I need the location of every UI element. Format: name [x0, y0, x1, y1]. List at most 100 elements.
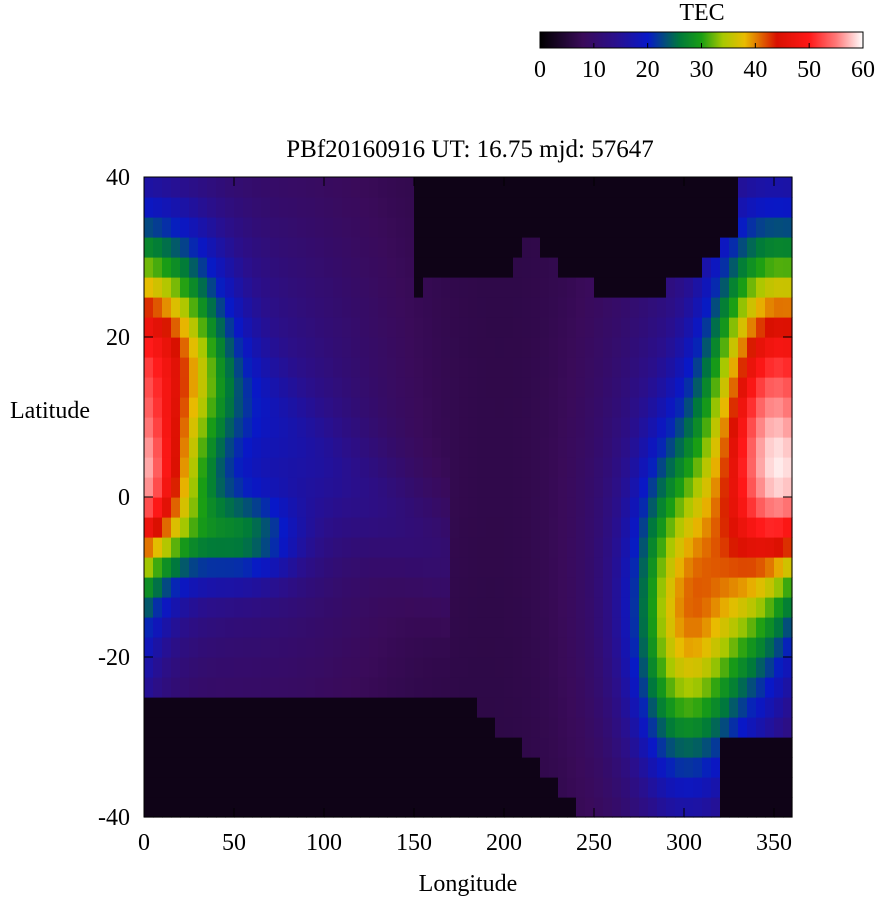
heatmap-cell: [162, 317, 172, 338]
heatmap-cell: [153, 277, 163, 298]
heatmap-cell: [270, 397, 280, 418]
heatmap-cell: [351, 717, 361, 738]
heatmap-cell: [486, 297, 496, 318]
heatmap-cell: [567, 717, 577, 738]
heatmap-cell: [261, 577, 271, 598]
heatmap-cell: [153, 237, 163, 258]
heatmap-cell: [486, 377, 496, 398]
heatmap-cell: [513, 457, 523, 478]
heatmap-cell: [234, 517, 244, 538]
heatmap-cell: [612, 697, 622, 718]
heatmap-cell: [360, 757, 370, 778]
heatmap-cell: [171, 617, 181, 638]
heatmap-cell: [666, 757, 676, 778]
heatmap-cell: [540, 277, 550, 298]
heatmap-cell: [648, 237, 658, 258]
heatmap-cell: [342, 437, 352, 458]
heatmap-cell: [648, 697, 658, 718]
heatmap-cell: [702, 497, 712, 518]
heatmap-cell: [549, 677, 559, 698]
heatmap-cell: [270, 797, 280, 818]
heatmap-cell: [783, 197, 793, 218]
heatmap-cell: [351, 257, 361, 278]
heatmap-cell: [198, 537, 208, 558]
heatmap-cell: [396, 497, 406, 518]
heatmap-cell: [459, 557, 469, 578]
heatmap-cell: [171, 357, 181, 378]
heatmap-cell: [756, 257, 766, 278]
heatmap-cell: [468, 797, 478, 818]
heatmap-cell: [765, 617, 775, 638]
heatmap-cell: [603, 617, 613, 638]
heatmap-cell: [486, 517, 496, 538]
heatmap-cell: [612, 717, 622, 738]
heatmap-cell: [180, 337, 190, 358]
heatmap-cell: [279, 297, 289, 318]
heatmap-cell: [270, 257, 280, 278]
heatmap-cell: [324, 637, 334, 658]
heatmap-cell: [504, 797, 514, 818]
heatmap-cell: [261, 417, 271, 438]
heatmap-cell: [549, 497, 559, 518]
heatmap-cell: [369, 437, 379, 458]
heatmap-cell: [675, 357, 685, 378]
heatmap-cell: [675, 217, 685, 238]
heatmap-cell: [711, 377, 721, 398]
heatmap-cell: [378, 417, 388, 438]
heatmap-cell: [180, 617, 190, 638]
heatmap-cell: [522, 277, 532, 298]
heatmap-cell: [423, 657, 433, 678]
heatmap-cell: [720, 557, 730, 578]
heatmap-cell: [207, 317, 217, 338]
heatmap-cell: [342, 477, 352, 498]
heatmap-cell: [441, 677, 451, 698]
heatmap-cell: [765, 677, 775, 698]
heatmap-cell: [765, 697, 775, 718]
heatmap-cell: [513, 597, 523, 618]
heatmap-cell: [639, 737, 649, 758]
heatmap-cell: [486, 717, 496, 738]
heatmap-cell: [396, 597, 406, 618]
heatmap-cell: [648, 537, 658, 558]
heatmap-cell: [387, 197, 397, 218]
heatmap-cell: [486, 537, 496, 558]
heatmap-cell: [252, 657, 262, 678]
heatmap-cell: [666, 637, 676, 658]
heatmap-cell: [540, 777, 550, 798]
heatmap-cell: [306, 437, 316, 458]
heatmap-cell: [423, 357, 433, 378]
heatmap-cell: [612, 177, 622, 198]
heatmap-cell: [288, 797, 298, 818]
heatmap-cell: [639, 377, 649, 398]
heatmap-cell: [234, 317, 244, 338]
heatmap-cell: [315, 377, 325, 398]
heatmap-cell: [630, 397, 640, 418]
heatmap-cell: [774, 737, 784, 758]
heatmap-cell: [558, 477, 568, 498]
heatmap-cell: [423, 517, 433, 538]
heatmap-cell: [468, 217, 478, 238]
heatmap-cell: [684, 537, 694, 558]
heatmap-cell: [360, 577, 370, 598]
heatmap-cell: [162, 217, 172, 238]
heatmap-cell: [225, 317, 235, 338]
heatmap-cell: [747, 237, 757, 258]
heatmap-cell: [756, 617, 766, 638]
heatmap-cell: [261, 237, 271, 258]
heatmap-cell: [216, 257, 226, 278]
heatmap-cell: [324, 697, 334, 718]
heatmap-cell: [396, 457, 406, 478]
heatmap-cell: [459, 697, 469, 718]
heatmap-cell: [621, 297, 631, 318]
heatmap-cell: [432, 677, 442, 698]
chart-title: PBf20160916 UT: 16.75 mjd: 57647: [286, 136, 654, 163]
heatmap-cell: [666, 297, 676, 318]
heatmap-cell: [189, 677, 199, 698]
heatmap-cell: [666, 717, 676, 738]
heatmap-cell: [558, 297, 568, 318]
heatmap-cell: [207, 677, 217, 698]
heatmap-cell: [324, 417, 334, 438]
heatmap-cell: [315, 697, 325, 718]
heatmap-cell: [378, 517, 388, 538]
heatmap-cell: [720, 477, 730, 498]
